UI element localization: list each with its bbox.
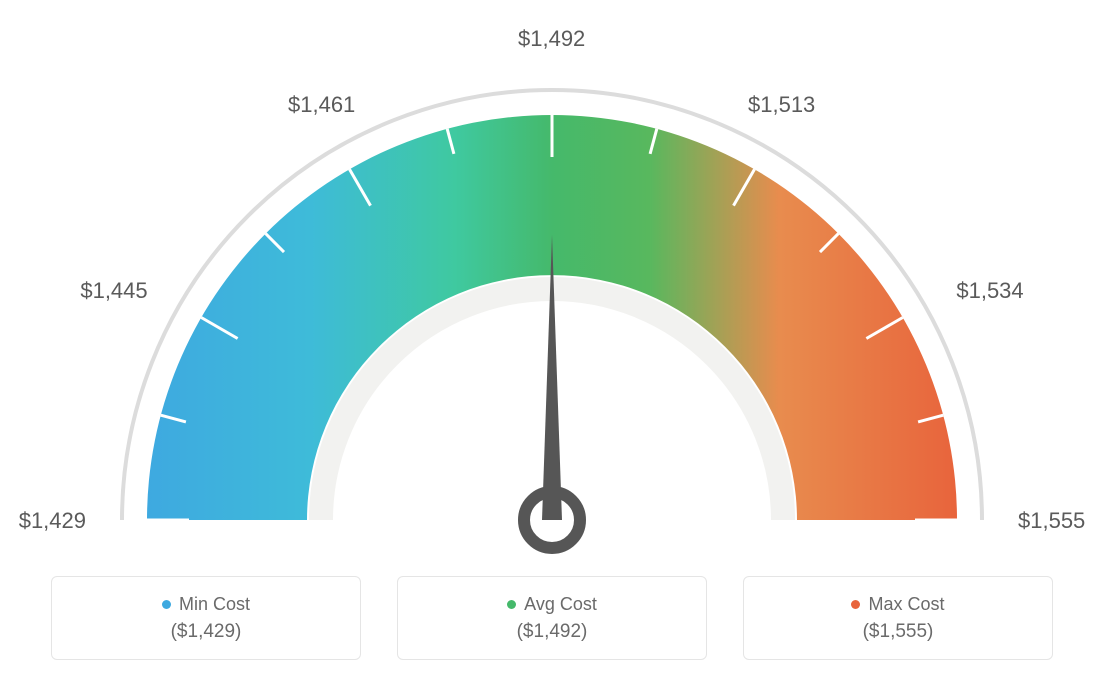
gauge-tick-label: $1,492 <box>518 26 585 52</box>
gauge-tick-label: $1,555 <box>1018 508 1085 534</box>
legend-label: Avg Cost <box>524 594 597 615</box>
legend-value: ($1,492) <box>517 621 588 643</box>
legend-card: Max Cost ($1,555) <box>743 576 1053 660</box>
legend-value: ($1,429) <box>171 621 242 643</box>
legend-title-row: Min Cost <box>162 594 250 615</box>
gauge-tick-label: $1,461 <box>288 92 355 118</box>
legend-title-row: Avg Cost <box>507 594 597 615</box>
gauge-tick-label: $1,534 <box>956 278 1023 304</box>
legend-label: Min Cost <box>179 594 250 615</box>
legend-dot-icon <box>162 600 171 609</box>
legend-row: Min Cost ($1,429) Avg Cost ($1,492) Max Cost… <box>51 576 1053 660</box>
gauge-tick-label: $1,429 <box>19 508 86 534</box>
legend-title-row: Max Cost <box>851 594 944 615</box>
legend-dot-icon <box>851 600 860 609</box>
gauge-area: $1,429 $1,445 $1,461 $1,492 $1,513 $1,534 $1,5… <box>0 0 1104 560</box>
legend-card: Min Cost ($1,429) <box>51 576 361 660</box>
legend-value: ($1,555) <box>863 621 934 643</box>
gauge-svg <box>72 60 1032 580</box>
legend-dot-icon <box>507 600 516 609</box>
legend-label: Max Cost <box>868 594 944 615</box>
legend-card: Avg Cost ($1,492) <box>397 576 707 660</box>
gauge-tick-label: $1,513 <box>748 92 815 118</box>
gauge-tick-label: $1,445 <box>80 278 147 304</box>
cost-gauge-widget: $1,429 $1,445 $1,461 $1,492 $1,513 $1,534 $1,5… <box>0 0 1104 690</box>
